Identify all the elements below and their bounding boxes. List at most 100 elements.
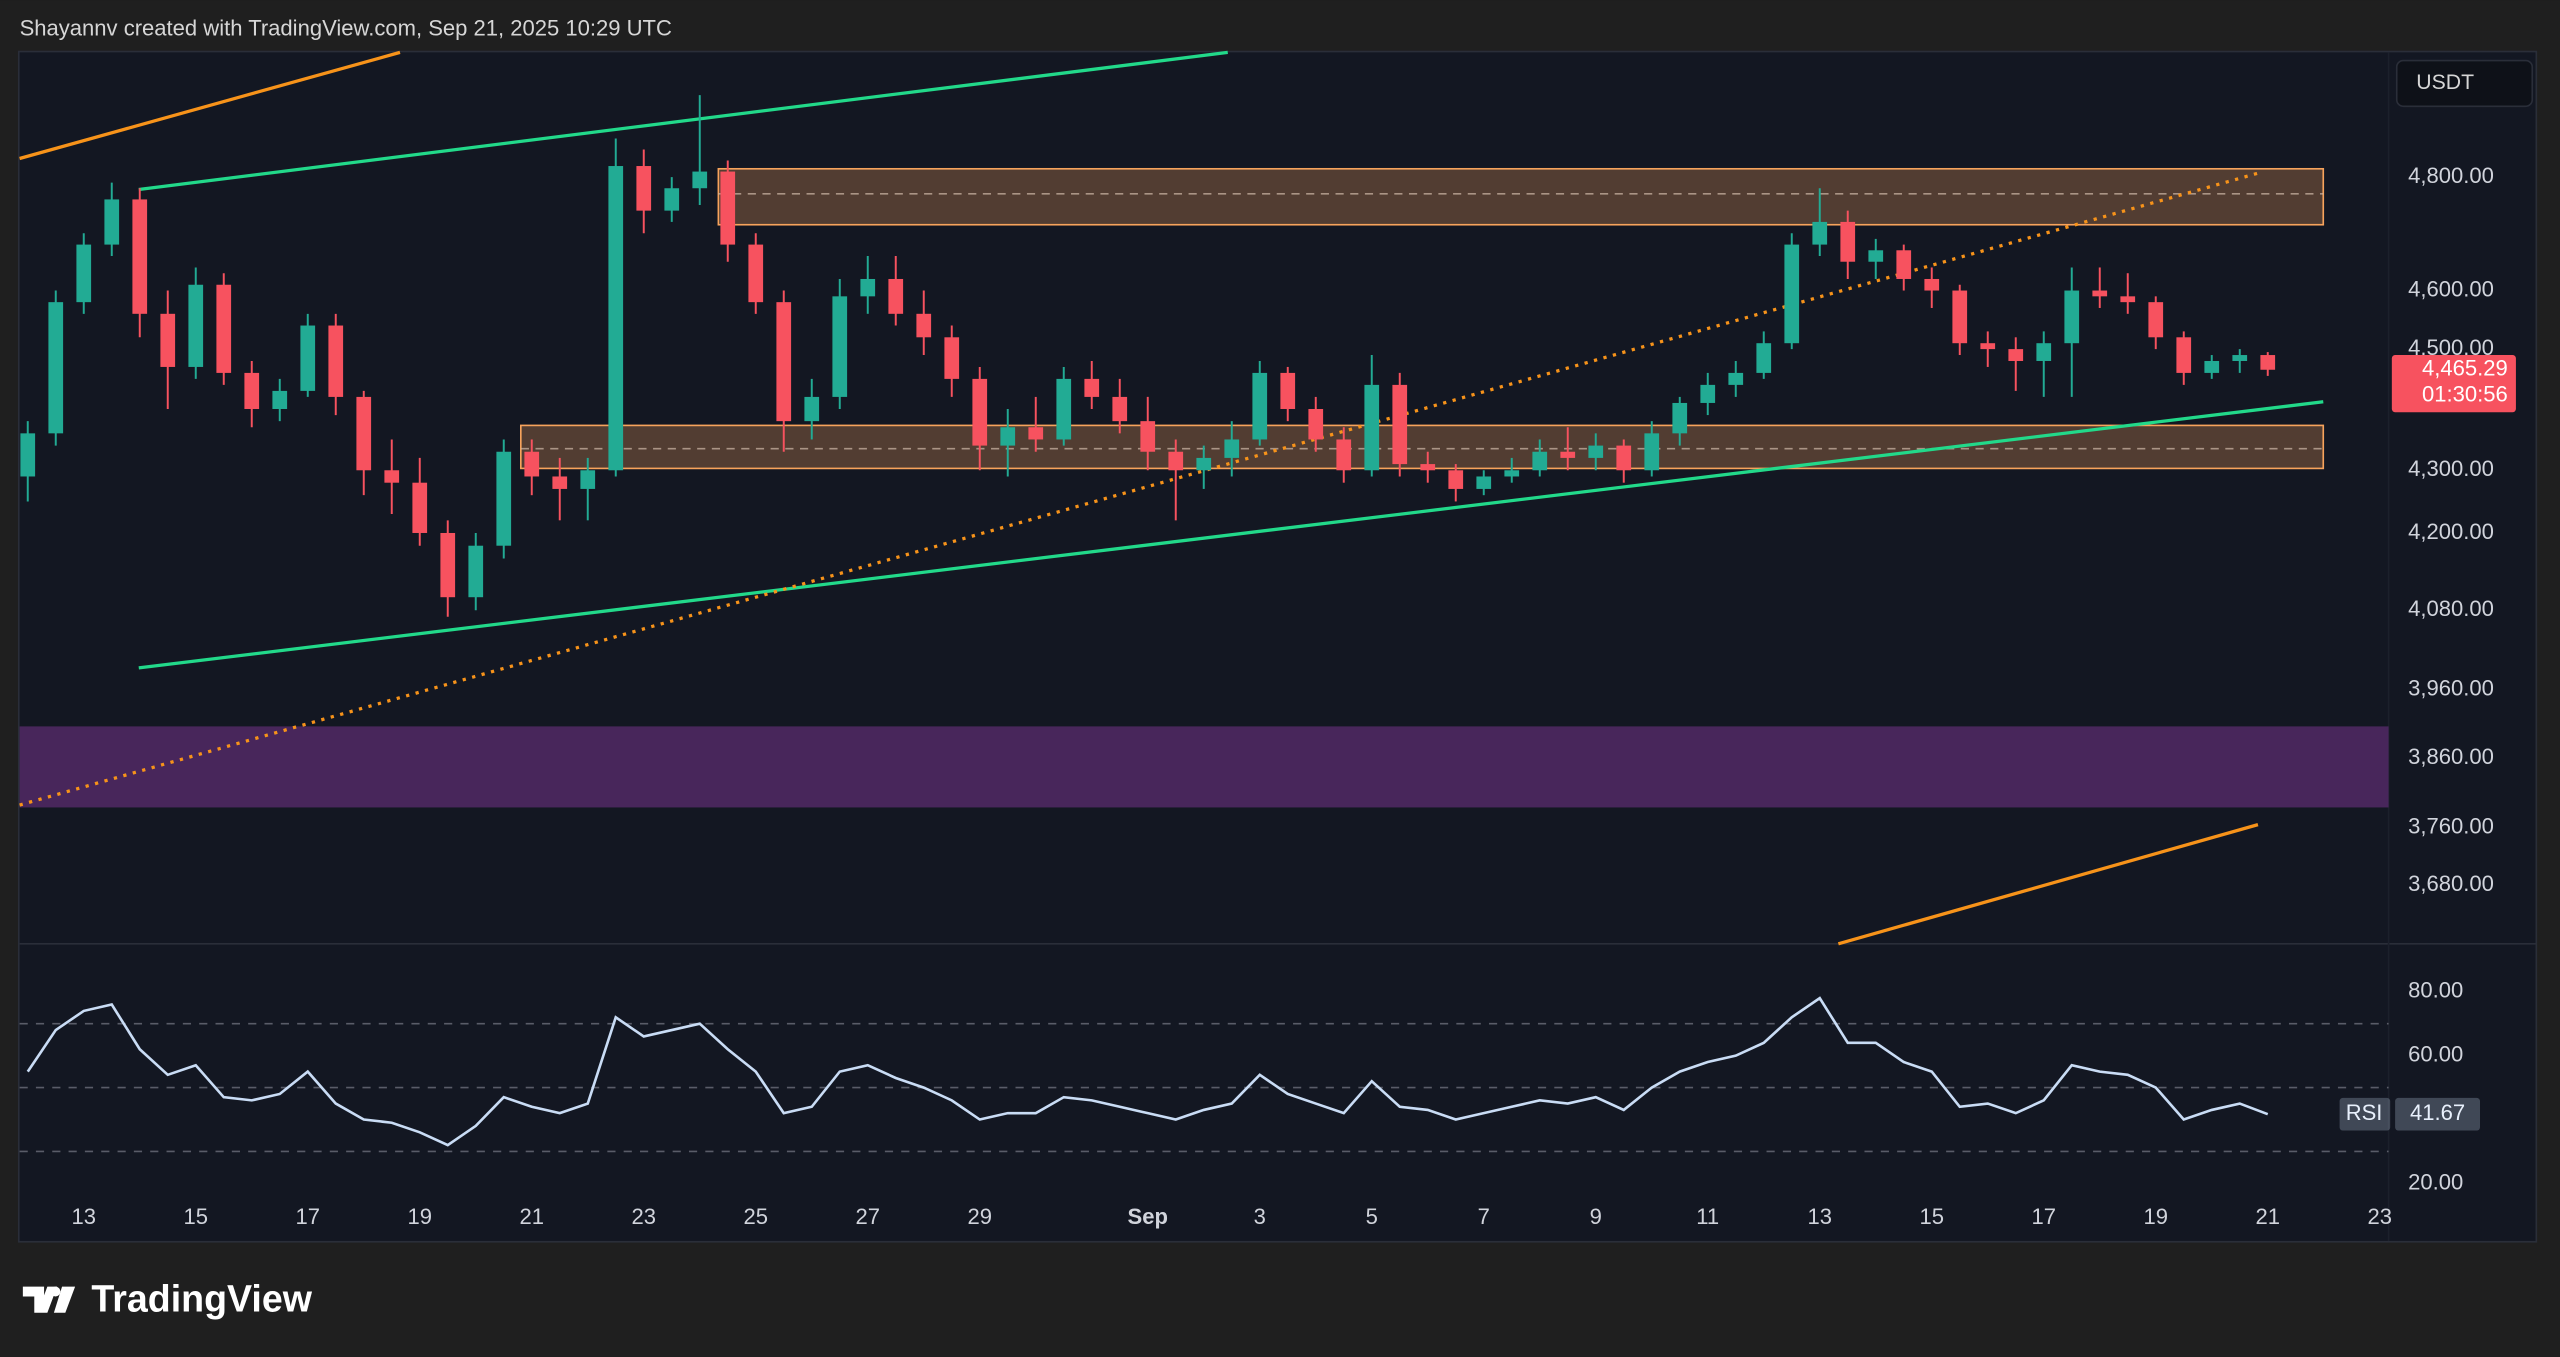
candle-body [2260, 355, 2276, 370]
candle-body [2092, 290, 2108, 297]
candle-body [1672, 402, 1688, 434]
x-tick-label: 17 [2031, 1204, 2056, 1229]
y-tick-label: 3,760.00 [2408, 814, 2494, 839]
candle-body [916, 313, 932, 338]
candle-body [20, 433, 36, 477]
candle-body [1616, 445, 1632, 471]
candle-body [552, 476, 568, 489]
candle-body [1280, 372, 1296, 410]
candle-body [1840, 221, 1856, 262]
candle-body [1084, 378, 1100, 397]
rsi-name: RSI [2346, 1100, 2383, 1125]
x-tick-label: 3 [1254, 1204, 1266, 1229]
logo-mark [53, 1286, 76, 1313]
candle-body [104, 199, 120, 245]
candle-body [496, 451, 512, 546]
marks [19, 95, 2389, 1153]
trendline [19, 50, 401, 161]
x-tick-label: 7 [1478, 1204, 1490, 1229]
candle-body [1504, 470, 1520, 477]
logo-dot [50, 1286, 61, 1297]
candle-body [216, 284, 232, 373]
candle-body [1868, 250, 1884, 262]
candle-body [1728, 372, 1744, 385]
brand-name: TradingView [91, 1277, 312, 1319]
credit: Shayannv created with TradingView.com, S… [20, 15, 672, 40]
candle-body [804, 396, 820, 422]
candle-body [2120, 296, 2136, 303]
candle-body [636, 166, 652, 211]
currency-label: USDT [2416, 71, 2474, 94]
candle-body [2176, 337, 2192, 373]
candle-body [720, 171, 736, 245]
x-tick-label: 5 [1366, 1204, 1378, 1229]
x-tick-label: 21 [2255, 1204, 2280, 1229]
candle-body [2204, 360, 2220, 373]
brand-logo [22, 1286, 76, 1313]
y-tick-label: 4,080.00 [2408, 596, 2494, 621]
trendline [1837, 823, 2259, 946]
candle-body [468, 545, 484, 598]
candle-body [1476, 476, 1492, 489]
candle-body [440, 532, 456, 598]
rsi-name-tag [2339, 1097, 2391, 1131]
countdown-label: 01:30:56 [2422, 382, 2508, 407]
x-tick-label: 15 [1919, 1204, 1944, 1229]
candle-body [1336, 439, 1352, 471]
candle-body [1700, 384, 1716, 403]
x-tick-label: 13 [71, 1204, 96, 1229]
y-tick-label: 3,680.00 [2408, 871, 2494, 896]
trendline [138, 50, 1228, 192]
candle-body [1924, 278, 1940, 291]
candle-body [832, 296, 848, 397]
rsi-value-label: 41.67 [2410, 1100, 2465, 1125]
x-tick-label: 17 [295, 1204, 320, 1229]
currency-button[interactable] [2395, 59, 2534, 108]
x-tick-label: 23 [2367, 1204, 2392, 1229]
rsi-line [26, 996, 2269, 1147]
candle-body [1000, 427, 1016, 446]
chart-frame [17, 50, 2538, 1243]
candle-body [1756, 343, 1772, 373]
x-tick-label: 23 [631, 1204, 656, 1229]
candle-body [1448, 470, 1464, 489]
candle-body [1532, 451, 1548, 471]
x-tick-label: 25 [743, 1204, 768, 1229]
zone [19, 726, 2389, 808]
candle-body [1420, 464, 1436, 471]
last-price-tag [2391, 355, 2516, 413]
y-tick-label: 4,600.00 [2408, 276, 2494, 301]
candle-body [76, 244, 92, 303]
x-tick-label: 19 [2143, 1204, 2168, 1229]
candle-body [1056, 378, 1072, 440]
candle-body [972, 378, 988, 446]
candle-body [2064, 290, 2080, 344]
candle-body [944, 337, 960, 379]
candle-body [860, 278, 876, 297]
x-tick-label: Sep [1128, 1204, 1168, 1229]
candle-body [2036, 343, 2052, 361]
candle-body [1196, 457, 1212, 471]
trendline [138, 400, 2324, 670]
candle-body [1308, 409, 1324, 440]
candle-body [2232, 355, 2248, 361]
candle-body [1896, 250, 1912, 279]
candle-body [244, 372, 260, 410]
candle-body [48, 302, 64, 434]
candle-body [272, 390, 288, 410]
candle-body [1952, 290, 1968, 344]
candle-body [356, 396, 372, 471]
candle-body [412, 482, 428, 533]
candle-body [2148, 302, 2164, 338]
x-tick-label: 15 [183, 1204, 208, 1229]
candle-body [2008, 349, 2024, 361]
candle-body [160, 313, 176, 367]
y-tick-label: 4,300.00 [2408, 456, 2494, 481]
zone [519, 424, 2325, 470]
last-price-label: 4,465.29 [2422, 356, 2508, 381]
candle-body [580, 470, 596, 489]
candle-body [1392, 384, 1408, 465]
y-tick-label: 4,800.00 [2408, 163, 2494, 188]
